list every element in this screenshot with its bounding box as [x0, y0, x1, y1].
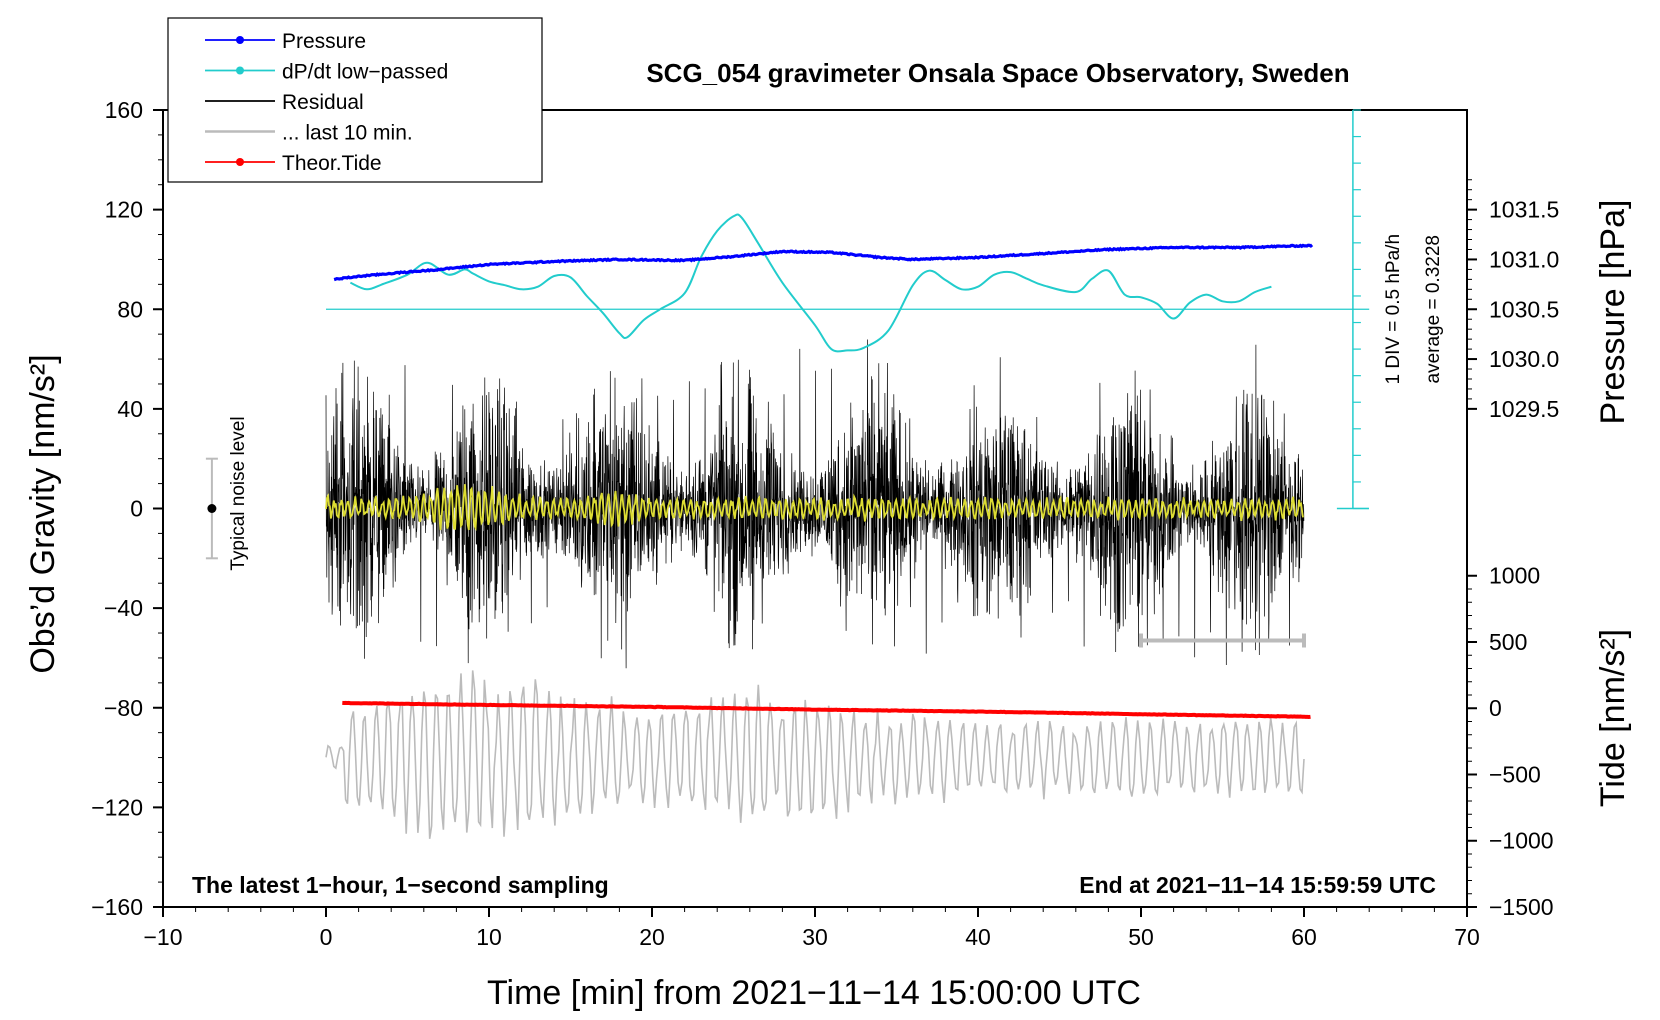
- y-tick-label: 40: [117, 396, 143, 422]
- x-tick-label: 30: [802, 924, 828, 950]
- y-tick-label: −80: [104, 695, 143, 721]
- legend-box: [167, 17, 543, 183]
- legend-marker: [236, 36, 244, 44]
- x-axis-title: Time [min] from 2021−11−14 15:00:00 UTC: [487, 974, 1141, 1012]
- x-tick-label: −10: [143, 924, 182, 950]
- note-right: End at 2021−11−14 15:59:59 UTC: [1079, 872, 1436, 898]
- legend-label: Theor.Tide: [282, 152, 382, 175]
- dpdt-scale-label: 1 DIV = 0.5 hPa/h: [1383, 234, 1404, 385]
- pressure-tick-label: 1030.5: [1489, 296, 1559, 322]
- pressure-tick-label: 1031.0: [1489, 246, 1559, 272]
- mask-bottom: [0, 907, 1660, 1020]
- curves-layer: [325, 213, 1370, 839]
- tide-tick-label: 0: [1489, 695, 1502, 721]
- legend: Pressure dP/dt low−passed Residual ... last…: [167, 17, 543, 183]
- x-tick-label: 50: [1128, 924, 1154, 950]
- tide-tick-label: −1000: [1489, 828, 1554, 854]
- y-tick-label: 0: [130, 496, 143, 522]
- y-tick-label: −40: [104, 595, 143, 621]
- y-tick-label: 80: [117, 296, 143, 322]
- pressure-line: [333, 243, 1314, 282]
- tide-line: [342, 700, 1311, 720]
- axes-layer: −10 0 10 20 30 40 50 60 70 160 120 80 40 0 −40 −80 −120 −…: [91, 97, 1559, 950]
- legend-marker: [236, 66, 244, 75]
- x-tick-label: 70: [1454, 924, 1480, 950]
- x-tick-label: 0: [320, 924, 333, 950]
- y-tick-label: −120: [91, 794, 143, 820]
- pressure-tick-label: 1031.5: [1489, 197, 1559, 223]
- pressure-axis-title: Pressure [hPa]: [1594, 200, 1632, 425]
- tide-tick-label: 1000: [1489, 563, 1540, 589]
- mask-left: [0, 110, 163, 907]
- tide-tick-label: −500: [1489, 761, 1541, 787]
- x-tick-label: 10: [476, 924, 502, 950]
- dpdt-line: [349, 213, 1272, 353]
- x-tick-label: 60: [1291, 924, 1317, 950]
- tide-axis-title: Tide [nm/s²]: [1594, 629, 1632, 807]
- y-tick-label: 160: [105, 97, 143, 123]
- mask-right: [1467, 110, 1660, 907]
- note-left: The latest 1−hour, 1−second sampling: [192, 872, 609, 898]
- legend-label: Pressure: [282, 30, 366, 53]
- tide-tick-label: 500: [1489, 629, 1527, 655]
- y-tick-label: 120: [105, 197, 143, 223]
- legend-marker: [236, 158, 244, 166]
- pressure-tick-label: 1029.5: [1489, 396, 1559, 422]
- residual-line: [325, 339, 1305, 669]
- legend-label: ... last 10 min.: [282, 122, 413, 145]
- legend-label: Residual: [282, 91, 364, 114]
- noise-dot: [207, 504, 217, 513]
- legend-label: dP/dt low−passed: [282, 61, 448, 84]
- y-tick-label: −160: [91, 894, 143, 920]
- tide-tick-label: −1500: [1489, 894, 1554, 920]
- chart-title: SCG_054 gravimeter Onsala Space Observat…: [646, 58, 1349, 88]
- pressure-tick-label: 1030.0: [1489, 346, 1559, 372]
- x-tick-label: 20: [639, 924, 665, 950]
- last10-line: [325, 670, 1305, 839]
- dpdt-average-label: average = 0.3228: [1423, 235, 1444, 383]
- annotations-layer: 1 DIV = 0.5 hPa/h average = 0.3228 Typical…: [205, 109, 1444, 648]
- residual-lowpass-line: [325, 484, 1304, 532]
- y-axis-title: Obs’d Gravity [nm/s²]: [24, 354, 62, 673]
- x-tick-label: 40: [965, 924, 991, 950]
- noise-label: Typical noise level: [228, 416, 249, 570]
